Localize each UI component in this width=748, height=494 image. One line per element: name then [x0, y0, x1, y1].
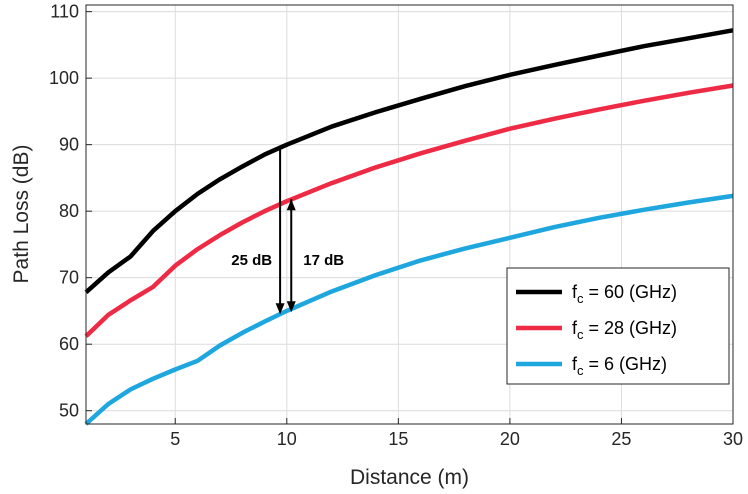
series-line-2 [84, 193, 734, 426]
x-tick-label: 10 [277, 429, 297, 449]
annotations: 25 dB 17 dB [231, 147, 344, 315]
arrow-head [286, 301, 296, 313]
axis-ticks: 5 10 15 20 25 30 50 60 70 80 90 100 110 [49, 2, 743, 449]
y-tick-label: 110 [50, 2, 79, 22]
y-tick-label: 80 [59, 201, 79, 221]
x-tick-label: 25 [611, 429, 631, 449]
series-group [84, 28, 734, 426]
x-axis-label: Distance (m) [350, 466, 469, 489]
x-tick-label: 15 [388, 429, 408, 449]
x-tick-label: 30 [723, 429, 743, 449]
x-tick-label: 5 [170, 429, 180, 449]
arrow-head [286, 199, 296, 211]
legend-label: fc = 60 (GHz) [572, 282, 677, 306]
x-tick-label: 20 [500, 429, 520, 449]
legend: fc = 60 (GHz) fc = 28 (GHz) fc = 6 (GHz) [506, 267, 730, 385]
series-line-0 [84, 28, 734, 294]
series-line-1 [84, 83, 734, 338]
legend-label: fc = 28 (GHz) [572, 318, 677, 342]
y-tick-label: 90 [59, 135, 79, 155]
y-tick-label: 60 [59, 334, 79, 354]
plot-frame [85, 4, 734, 425]
annotation-label: 25 dB [231, 252, 272, 269]
y-tick-label: 50 [59, 401, 79, 421]
y-tick-label: 100 [49, 68, 79, 88]
y-tick-label: 70 [59, 268, 79, 288]
arrow-head [275, 303, 285, 315]
annotation-label: 17 dB [303, 252, 344, 269]
y-axis-label: Path Loss (dB) [10, 145, 33, 284]
legend-label: fc = 6 (GHz) [572, 354, 667, 378]
